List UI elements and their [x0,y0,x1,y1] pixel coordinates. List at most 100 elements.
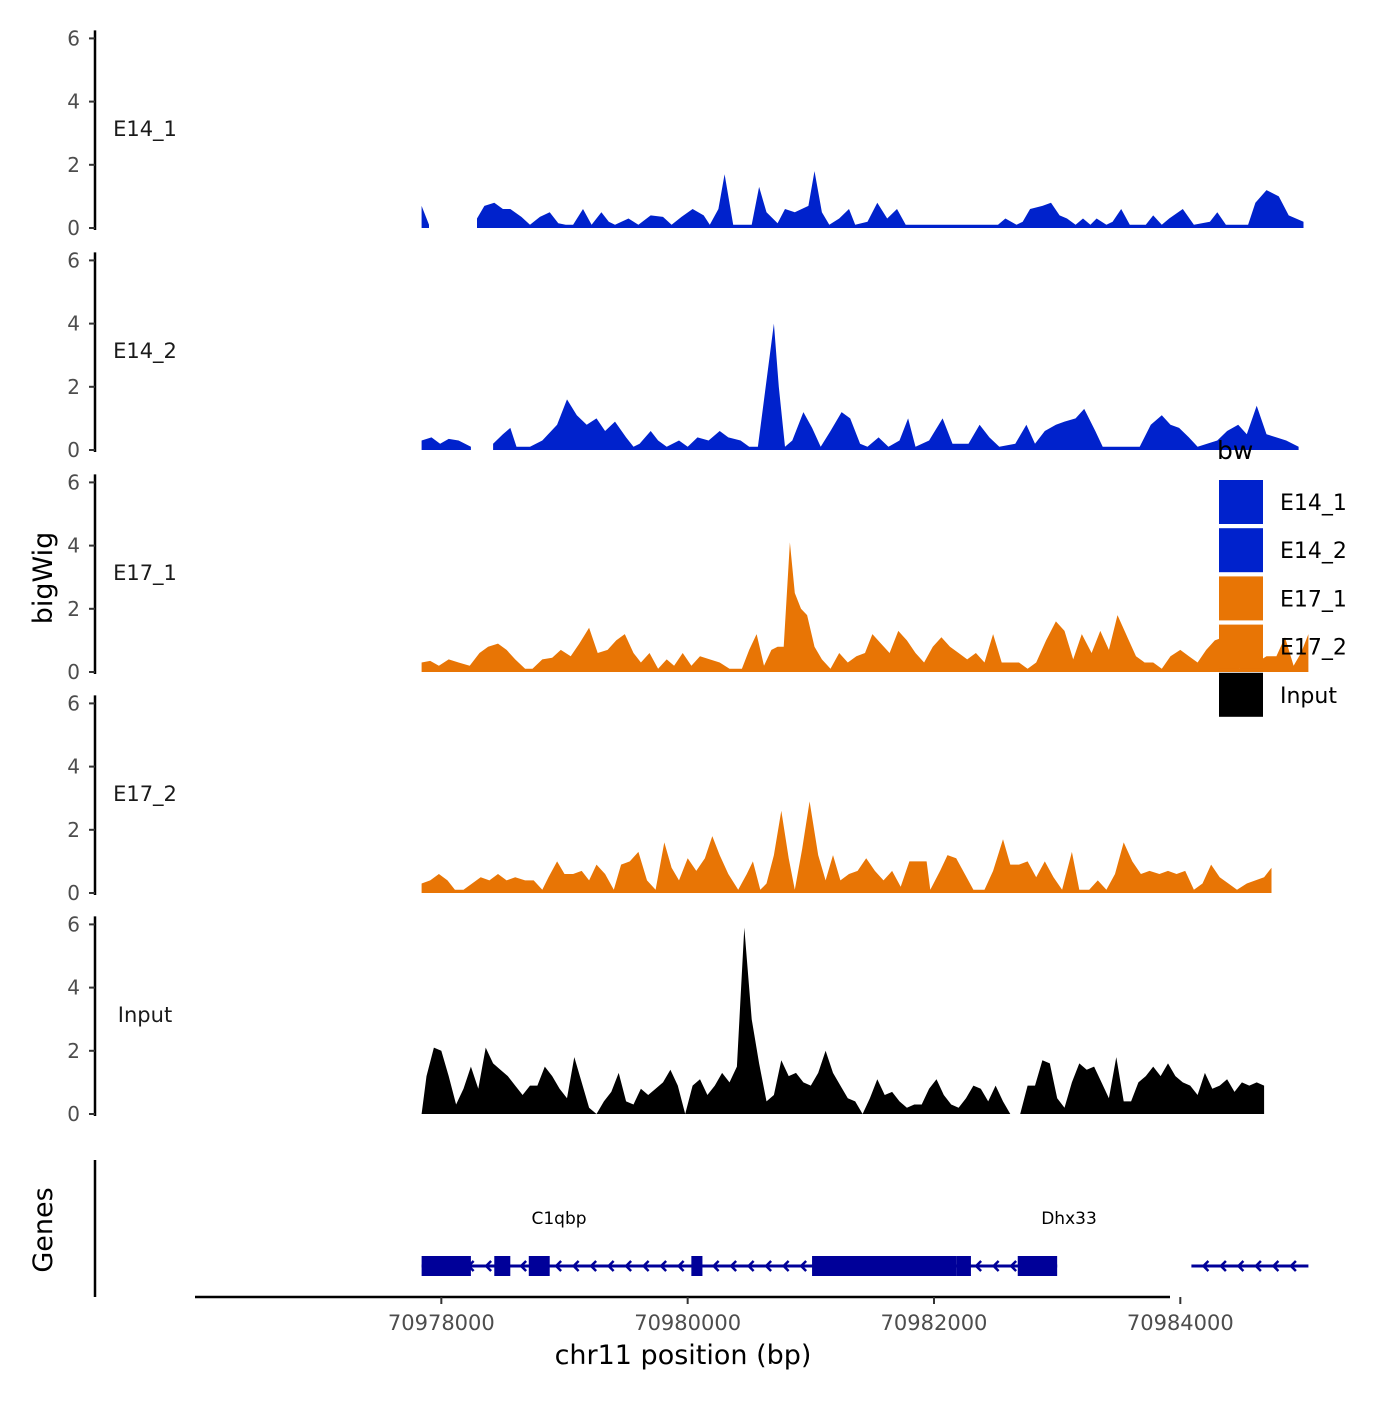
track-label: E14_2 [113,339,177,364]
exon-block [494,1256,511,1276]
y-tick-label: 2 [67,597,80,621]
track-panel-E17_2: 0 2 4 6 E17_2 [67,691,1272,905]
strand-arrow [1289,1260,1297,1272]
strand-arrow [641,1260,650,1272]
legend: bw E14_1 E14_2 E17_1 E17_2 Input [1217,436,1347,717]
coverage-area-E17_2 [421,801,1272,893]
y-tick-label: 2 [67,375,80,399]
legend-item-E14_2: E14_2 [1219,528,1347,573]
strand-arrow [746,1260,755,1272]
legend-swatch [1219,528,1263,573]
y-tick-label: 2 [67,818,80,842]
exon-block [956,1256,971,1276]
x-tick-label: 70978000 [388,1311,495,1335]
legend-swatch [1219,576,1263,621]
y-tick-label: 6 [67,26,80,50]
strand-arrow [554,1260,563,1272]
strand-arrow [711,1260,720,1272]
strand-arrow [1236,1260,1245,1272]
gene-panel: C1qbp Dhx33 [93,1160,1309,1297]
coverage-area-E14_2 [493,323,1299,450]
legend-label: E17_1 [1280,587,1347,612]
legend-item-E14_1: E14_1 [1219,480,1347,524]
x-axis-title: chr11 position (bp) [555,1340,812,1371]
track-label: E17_2 [113,782,177,807]
strand-arrow [1271,1260,1280,1272]
track-label: E14_1 [113,117,177,142]
strand-arrow [1009,1260,1018,1272]
coverage-area-Input [421,927,1265,1114]
y-tick-label: 0 [67,881,80,905]
legend-item-E17_2: E17_2 [1219,624,1347,669]
y-tick-label: 4 [67,755,80,779]
strand-arrow [799,1260,808,1272]
y-tick-label: 4 [67,534,80,558]
x-tick-label: 70984000 [1127,1311,1234,1335]
y-tick-label: 4 [67,976,80,1000]
strand-arrow [764,1260,773,1272]
y-tick-label: 6 [67,470,80,494]
strand-arrow [519,1260,528,1272]
track-label: E17_1 [113,561,177,586]
legend-label: E14_2 [1280,539,1347,564]
strand-arrow [659,1260,668,1272]
track-panel-E17_1: 0 2 4 6 E17_1 [67,470,1309,684]
strand-arrow [624,1260,633,1272]
x-axis: 70978000 70980000 70982000 70984000 [195,1295,1234,1335]
exon-block [1017,1256,1058,1276]
y-tick-label: 4 [67,90,80,114]
gene-axis-title: Genes [28,1187,59,1272]
strand-arrow [589,1260,598,1272]
gene-label: C1qbp [531,1209,586,1229]
track-panel-Input: 0 2 4 6 Input [67,912,1265,1126]
strand-arrow [781,1260,790,1272]
coverage-area-E14_2 [421,437,471,450]
strand-arrow [571,1260,580,1272]
exon-block [812,1256,957,1276]
legend-swatch [1219,672,1263,717]
legend-title: bw [1217,436,1253,465]
strand-arrow [991,1260,1000,1272]
track-label: Input [118,1003,172,1027]
legend-swatch [1219,480,1263,524]
exon-block [691,1256,703,1276]
x-tick-label: 70982000 [881,1311,988,1335]
track-panels: 0 2 4 6 E14_1 0 2 4 6 E14_2 0 2 4 6 E17_1 0 2 4 6 E17_2 0 2 4 6… [67,26,1309,1126]
legend-item-E17_1: E17_1 [1219,576,1347,621]
exon-block [421,1256,471,1276]
y-tick-label: 0 [67,660,80,684]
y-tick-label: 2 [67,1039,80,1063]
legend-label: E17_2 [1280,636,1347,661]
x-tick-label: 70980000 [634,1311,741,1335]
coverage-area-E14_1 [477,171,1304,228]
coverage-area-E17_1 [421,542,1309,672]
strand-arrow [1254,1260,1262,1272]
gene-label: Dhx33 [1041,1209,1097,1229]
gene-Dhx33: Dhx33 [1041,1209,1309,1272]
strand-arrow [1219,1260,1227,1272]
legend-label: E14_1 [1280,491,1347,516]
strand-arrow [484,1260,493,1272]
legend-swatch [1219,624,1263,669]
y-tick-label: 0 [67,1102,80,1126]
y-tick-label: 2 [67,153,80,177]
coverage-area-E14_1 [421,205,429,228]
track-panel-E14_2: 0 2 4 6 E14_2 [67,248,1299,462]
y-tick-label: 6 [67,691,80,715]
y-tick-label: 0 [67,438,80,462]
strand-arrow [676,1260,685,1272]
legend-item-Input: Input [1219,672,1337,717]
strand-arrow [1201,1260,1210,1272]
y-axis-title: bigWig [28,532,59,625]
strand-arrow [729,1260,738,1272]
exon-block [528,1256,550,1276]
track-panel-E14_1: 0 2 4 6 E14_1 [67,26,1304,240]
y-tick-label: 4 [67,312,80,336]
strand-arrow [606,1260,615,1272]
gene-C1qbp: C1qbp [421,1209,1058,1276]
legend-label: Input [1280,684,1337,709]
strand-arrow [974,1260,983,1272]
y-tick-label: 6 [67,248,80,272]
